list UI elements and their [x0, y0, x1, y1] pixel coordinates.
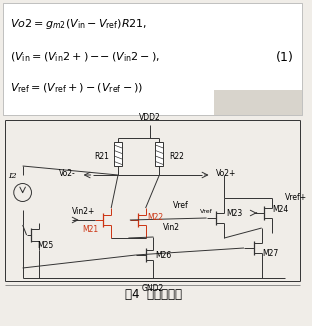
Bar: [155, 142, 163, 166]
Text: Vin2+: Vin2+: [72, 208, 95, 216]
Text: M24: M24: [272, 205, 289, 215]
Text: $(1)$: $(1)$: [275, 50, 294, 65]
Bar: [214, 90, 302, 115]
Text: Vo2+: Vo2+: [217, 170, 237, 179]
Bar: [3, 3, 302, 115]
Text: GND2: GND2: [141, 284, 163, 293]
Bar: [114, 142, 122, 166]
Text: M23: M23: [226, 209, 242, 217]
Text: M27: M27: [263, 248, 279, 258]
Text: M22: M22: [148, 213, 164, 221]
Text: Vref+: Vref+: [285, 194, 307, 202]
Text: I2: I2: [8, 172, 17, 180]
Text: M21: M21: [82, 226, 98, 234]
Text: Vref: Vref: [173, 200, 189, 210]
Text: $(\it{V}_{\rm in} = (\it{V}_{\rm in}2+)-\!\!-(\it{V}_{\rm in}2-),$: $(\it{V}_{\rm in} = (\it{V}_{\rm in}2+)-…: [10, 50, 160, 64]
Text: R21: R21: [94, 152, 109, 161]
Text: $\it{Vo2} = g_{m2}(\it{V}_{\rm in} - \it{V}_{\rm ref})\it{R}21,$: $\it{Vo2} = g_{m2}(\it{V}_{\rm in} - \it…: [10, 17, 147, 31]
Text: 图4  前置放大器: 图4 前置放大器: [125, 289, 182, 302]
Text: VDD2: VDD2: [139, 113, 160, 122]
Text: Vo2-: Vo2-: [59, 170, 76, 179]
Text: R22: R22: [169, 152, 184, 161]
Text: Vref: Vref: [200, 209, 213, 214]
Text: Vin2: Vin2: [163, 224, 180, 232]
Text: $\it{V}_{\rm ref} = (\it{V}_{\rm ref}+) - (\it{V}_{\rm ref}-))$: $\it{V}_{\rm ref} = (\it{V}_{\rm ref}+) …: [10, 81, 143, 95]
Text: M25: M25: [37, 241, 54, 249]
Text: M26: M26: [155, 250, 172, 259]
